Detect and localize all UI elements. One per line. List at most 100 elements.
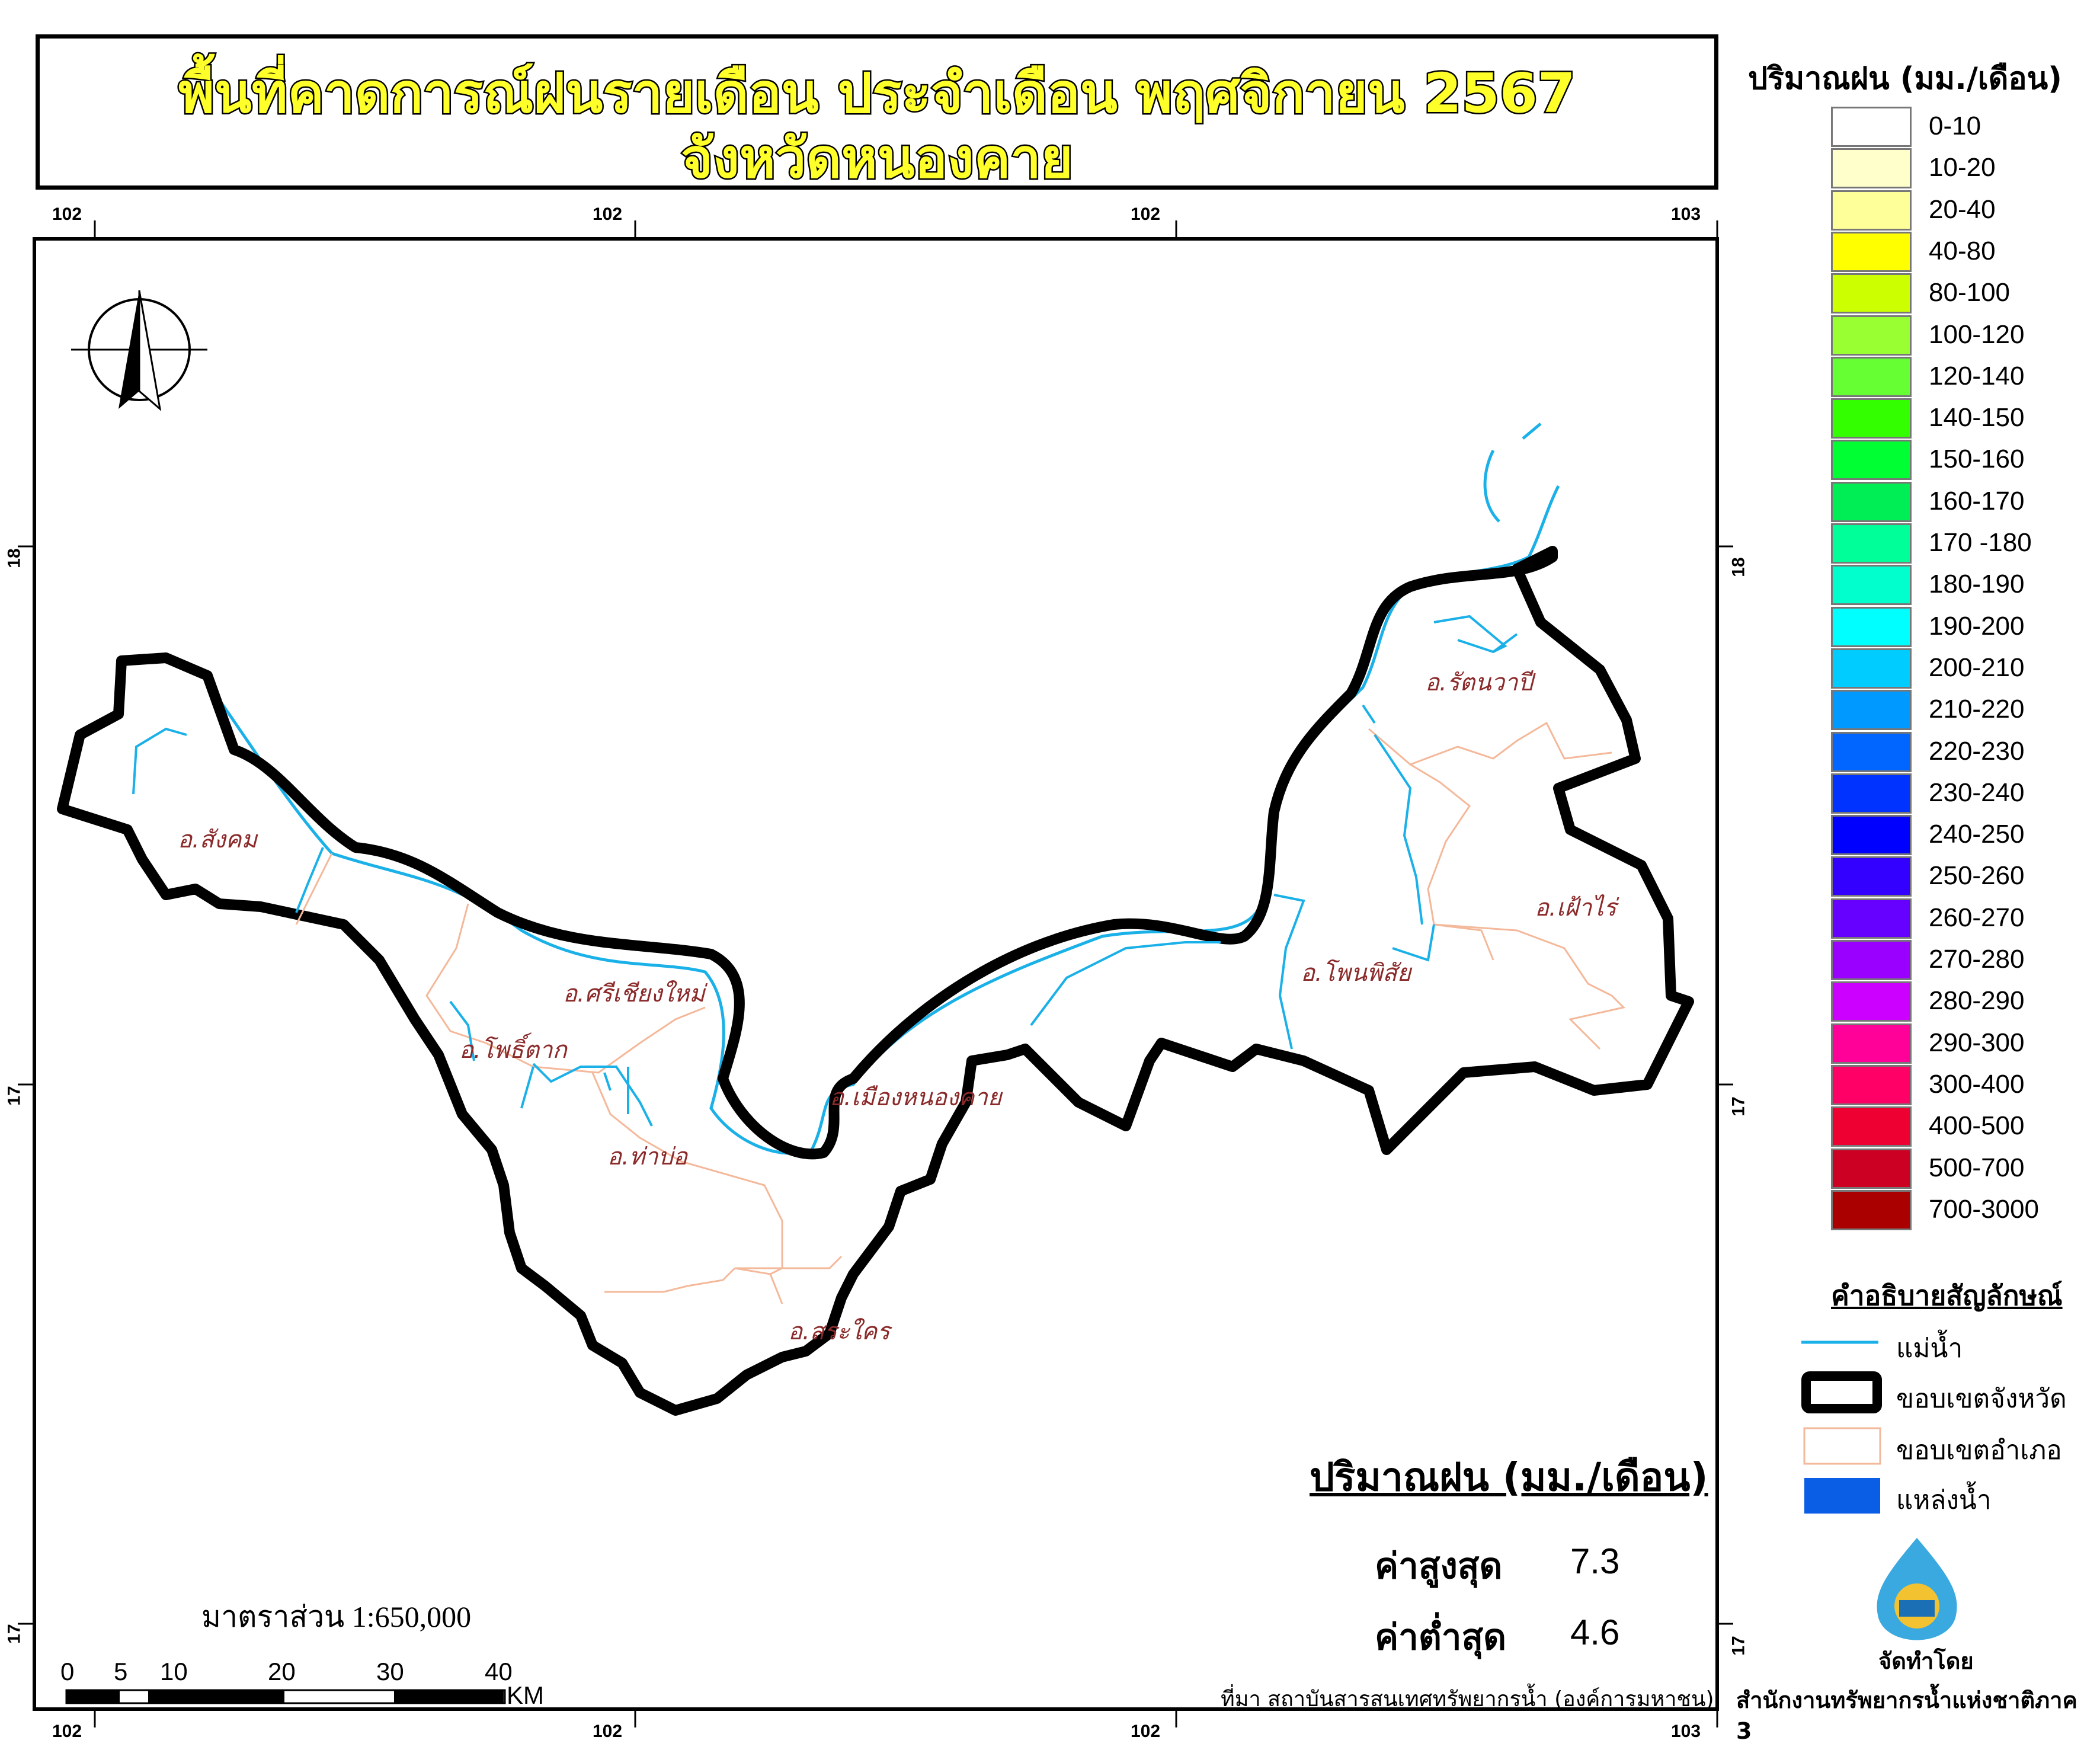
rain-legend-row: 140-150 bbox=[1831, 398, 2098, 440]
rain-legend-label: 40-80 bbox=[1929, 236, 1996, 265]
scale-bar bbox=[65, 1689, 506, 1704]
rain-legend-row: 280-290 bbox=[1831, 981, 2098, 1023]
rain-legend-label: 270-280 bbox=[1929, 945, 2025, 974]
rain-legend-label: 250-260 bbox=[1929, 861, 2025, 891]
rain-legend-swatch bbox=[1831, 565, 1912, 606]
river-north-tip bbox=[1483, 423, 1542, 523]
rain-legend-label: 220-230 bbox=[1929, 736, 2025, 766]
data-source: ที่มา สถาบันสารสนเทศทรัพยากรน้ำ (องค์การ… bbox=[1221, 1687, 1714, 1711]
rain-legend-row: 40-80 bbox=[1831, 231, 2098, 273]
legend-province-label: ขอบเขตจังหวัด bbox=[1896, 1384, 2067, 1414]
map-title-line2: จังหวัดหนองคาย bbox=[680, 126, 1075, 192]
rain-legend-swatch bbox=[1831, 523, 1912, 564]
rain-legend-swatch bbox=[1831, 356, 1912, 397]
rain-legend-swatch bbox=[1831, 648, 1912, 689]
rain-legend-label: 150-160 bbox=[1929, 444, 2025, 474]
rain-legend-row: 200-210 bbox=[1831, 648, 2098, 690]
rain-legend-row: 0-10 bbox=[1831, 107, 2098, 148]
rain-legend-row: 100-120 bbox=[1831, 315, 2098, 357]
district-label-fao-rai: อ.เฝ้าไร่ bbox=[1535, 894, 1619, 922]
grid-label-bottom: 102 bbox=[593, 1722, 623, 1741]
rain-legend-swatch bbox=[1831, 1106, 1912, 1147]
rain-legend-row: 180-190 bbox=[1831, 565, 2098, 606]
rain-legend-row: 170 -180 bbox=[1831, 523, 2098, 565]
grid-ticks bbox=[18, 220, 1733, 1727]
rain-legend-label: 170 -180 bbox=[1929, 528, 2032, 557]
rain-legend-swatch bbox=[1831, 1064, 1912, 1105]
rain-legend-label: 700-3000 bbox=[1929, 1194, 2039, 1224]
rain-legend-row: 220-230 bbox=[1831, 731, 2098, 773]
scale-tick: 40 bbox=[485, 1658, 513, 1685]
rain-legend-swatch bbox=[1831, 398, 1912, 439]
rain-legend-label: 500-700 bbox=[1929, 1153, 2025, 1182]
rain-legend-row: 210-220 bbox=[1831, 690, 2098, 731]
rain-legend-label: 290-300 bbox=[1929, 1028, 2025, 1057]
rain-legend-label: 0-10 bbox=[1929, 111, 1981, 140]
stats-min-label: ค่าต่ำสุด bbox=[1375, 1617, 1507, 1658]
scale-tick: 5 bbox=[114, 1658, 127, 1685]
rain-legend-row: 20-40 bbox=[1831, 190, 2098, 232]
symbol-legend-title: คำอธิบายสัญลักษณ์ bbox=[1831, 1279, 2063, 1311]
scale-text: มาตราส่วน 1:650,000 bbox=[201, 1600, 471, 1633]
district-label-rattanawapi: อ.รัตนวาปี bbox=[1425, 669, 1536, 696]
rain-legend-row: 240-250 bbox=[1831, 815, 2098, 856]
rain-legend-row: 290-300 bbox=[1831, 1023, 2098, 1065]
rain-legend-swatch bbox=[1831, 440, 1912, 481]
legend-province-swatch bbox=[1801, 1371, 1882, 1413]
district-label-phon-phisai: อ.โพนพิสัย bbox=[1301, 959, 1413, 987]
rain-legend-label: 300-400 bbox=[1929, 1069, 2025, 1099]
rain-legend-swatch bbox=[1831, 148, 1912, 189]
rain-legend-label: 80-100 bbox=[1929, 278, 2011, 308]
rain-legend-label: 280-290 bbox=[1929, 986, 2025, 1016]
tributaries bbox=[132, 615, 1518, 1127]
rain-legend-row: 230-240 bbox=[1831, 773, 2098, 815]
scale-tick: 0 bbox=[60, 1658, 74, 1685]
rain-legend-label: 140-150 bbox=[1929, 403, 2025, 433]
rain-legend-swatch bbox=[1831, 1023, 1912, 1064]
rain-legend-swatch bbox=[1831, 606, 1912, 647]
rain-legend-row: 270-280 bbox=[1831, 940, 2098, 981]
rain-legend-label: 10-20 bbox=[1929, 153, 1996, 183]
province-boundary bbox=[57, 546, 1694, 1416]
grid-label-top: 102 bbox=[1131, 204, 1161, 224]
rain-legend-swatch bbox=[1831, 481, 1912, 522]
district-label-sakhrai: อ.สระใคร bbox=[788, 1318, 892, 1345]
rain-legend-label: 200-210 bbox=[1929, 652, 2025, 682]
rain-legend-row: 160-170 bbox=[1831, 481, 2098, 523]
rain-legend-swatch bbox=[1831, 731, 1912, 772]
rain-legend-label: 400-500 bbox=[1929, 1111, 2025, 1141]
rain-legend-label: 120-140 bbox=[1929, 361, 2025, 391]
rain-legend-swatch bbox=[1831, 1189, 1912, 1230]
made-by-label: จัดทำโดย bbox=[1878, 1648, 1974, 1674]
rain-legend-label: 240-250 bbox=[1929, 820, 2025, 849]
rain-legend-row: 300-400 bbox=[1831, 1064, 2098, 1106]
rain-legend-swatch bbox=[1831, 107, 1912, 147]
scale-unit: KM bbox=[507, 1681, 544, 1709]
rain-legend-swatch bbox=[1831, 981, 1912, 1022]
rain-legend-swatch bbox=[1831, 315, 1912, 356]
rain-legend-swatch bbox=[1831, 856, 1912, 897]
rain-legend-row: 500-700 bbox=[1831, 1148, 2098, 1190]
district-label-si-chiang-mai: อ.ศรีเชียงใหม่ bbox=[563, 980, 708, 1007]
rain-legend-label: 190-200 bbox=[1929, 611, 2025, 641]
scale-tick: 30 bbox=[376, 1658, 404, 1685]
legend-district-swatch bbox=[1803, 1427, 1881, 1465]
grid-label-top: 102 bbox=[593, 204, 623, 224]
rain-legend-row: 150-160 bbox=[1831, 440, 2098, 481]
rain-legend-row: 120-140 bbox=[1831, 356, 2098, 398]
scale-tick: 10 bbox=[160, 1658, 188, 1685]
made-by-org: สำนักงานทรัพยากรน้ำแห่งชาติภาค 3 bbox=[1736, 1687, 2077, 1744]
rain-legend-swatch bbox=[1831, 1148, 1912, 1189]
stats-heading: ปริมาณฝน (มม./เดือน) bbox=[1310, 1454, 1708, 1500]
grid-label-bottom: 102 bbox=[52, 1722, 82, 1741]
rain-legend-row: 260-270 bbox=[1831, 898, 2098, 940]
grid-label-bottom: 102 bbox=[1131, 1722, 1161, 1741]
rain-legend-row: 190-200 bbox=[1831, 606, 2098, 648]
rain-legend-title: ปริมาณฝน (มม./เดือน) bbox=[1748, 61, 2062, 97]
rain-legend-row: 10-20 bbox=[1831, 148, 2098, 190]
scale-ticks: 0 5 10 20 30 40 KM bbox=[60, 1658, 544, 1709]
stats-min-value: 4.6 bbox=[1570, 1613, 1620, 1652]
rain-legend-label: 180-190 bbox=[1929, 570, 2025, 599]
district-boundaries bbox=[295, 721, 1625, 1304]
grid-label-bottom: 103 bbox=[1671, 1722, 1701, 1741]
